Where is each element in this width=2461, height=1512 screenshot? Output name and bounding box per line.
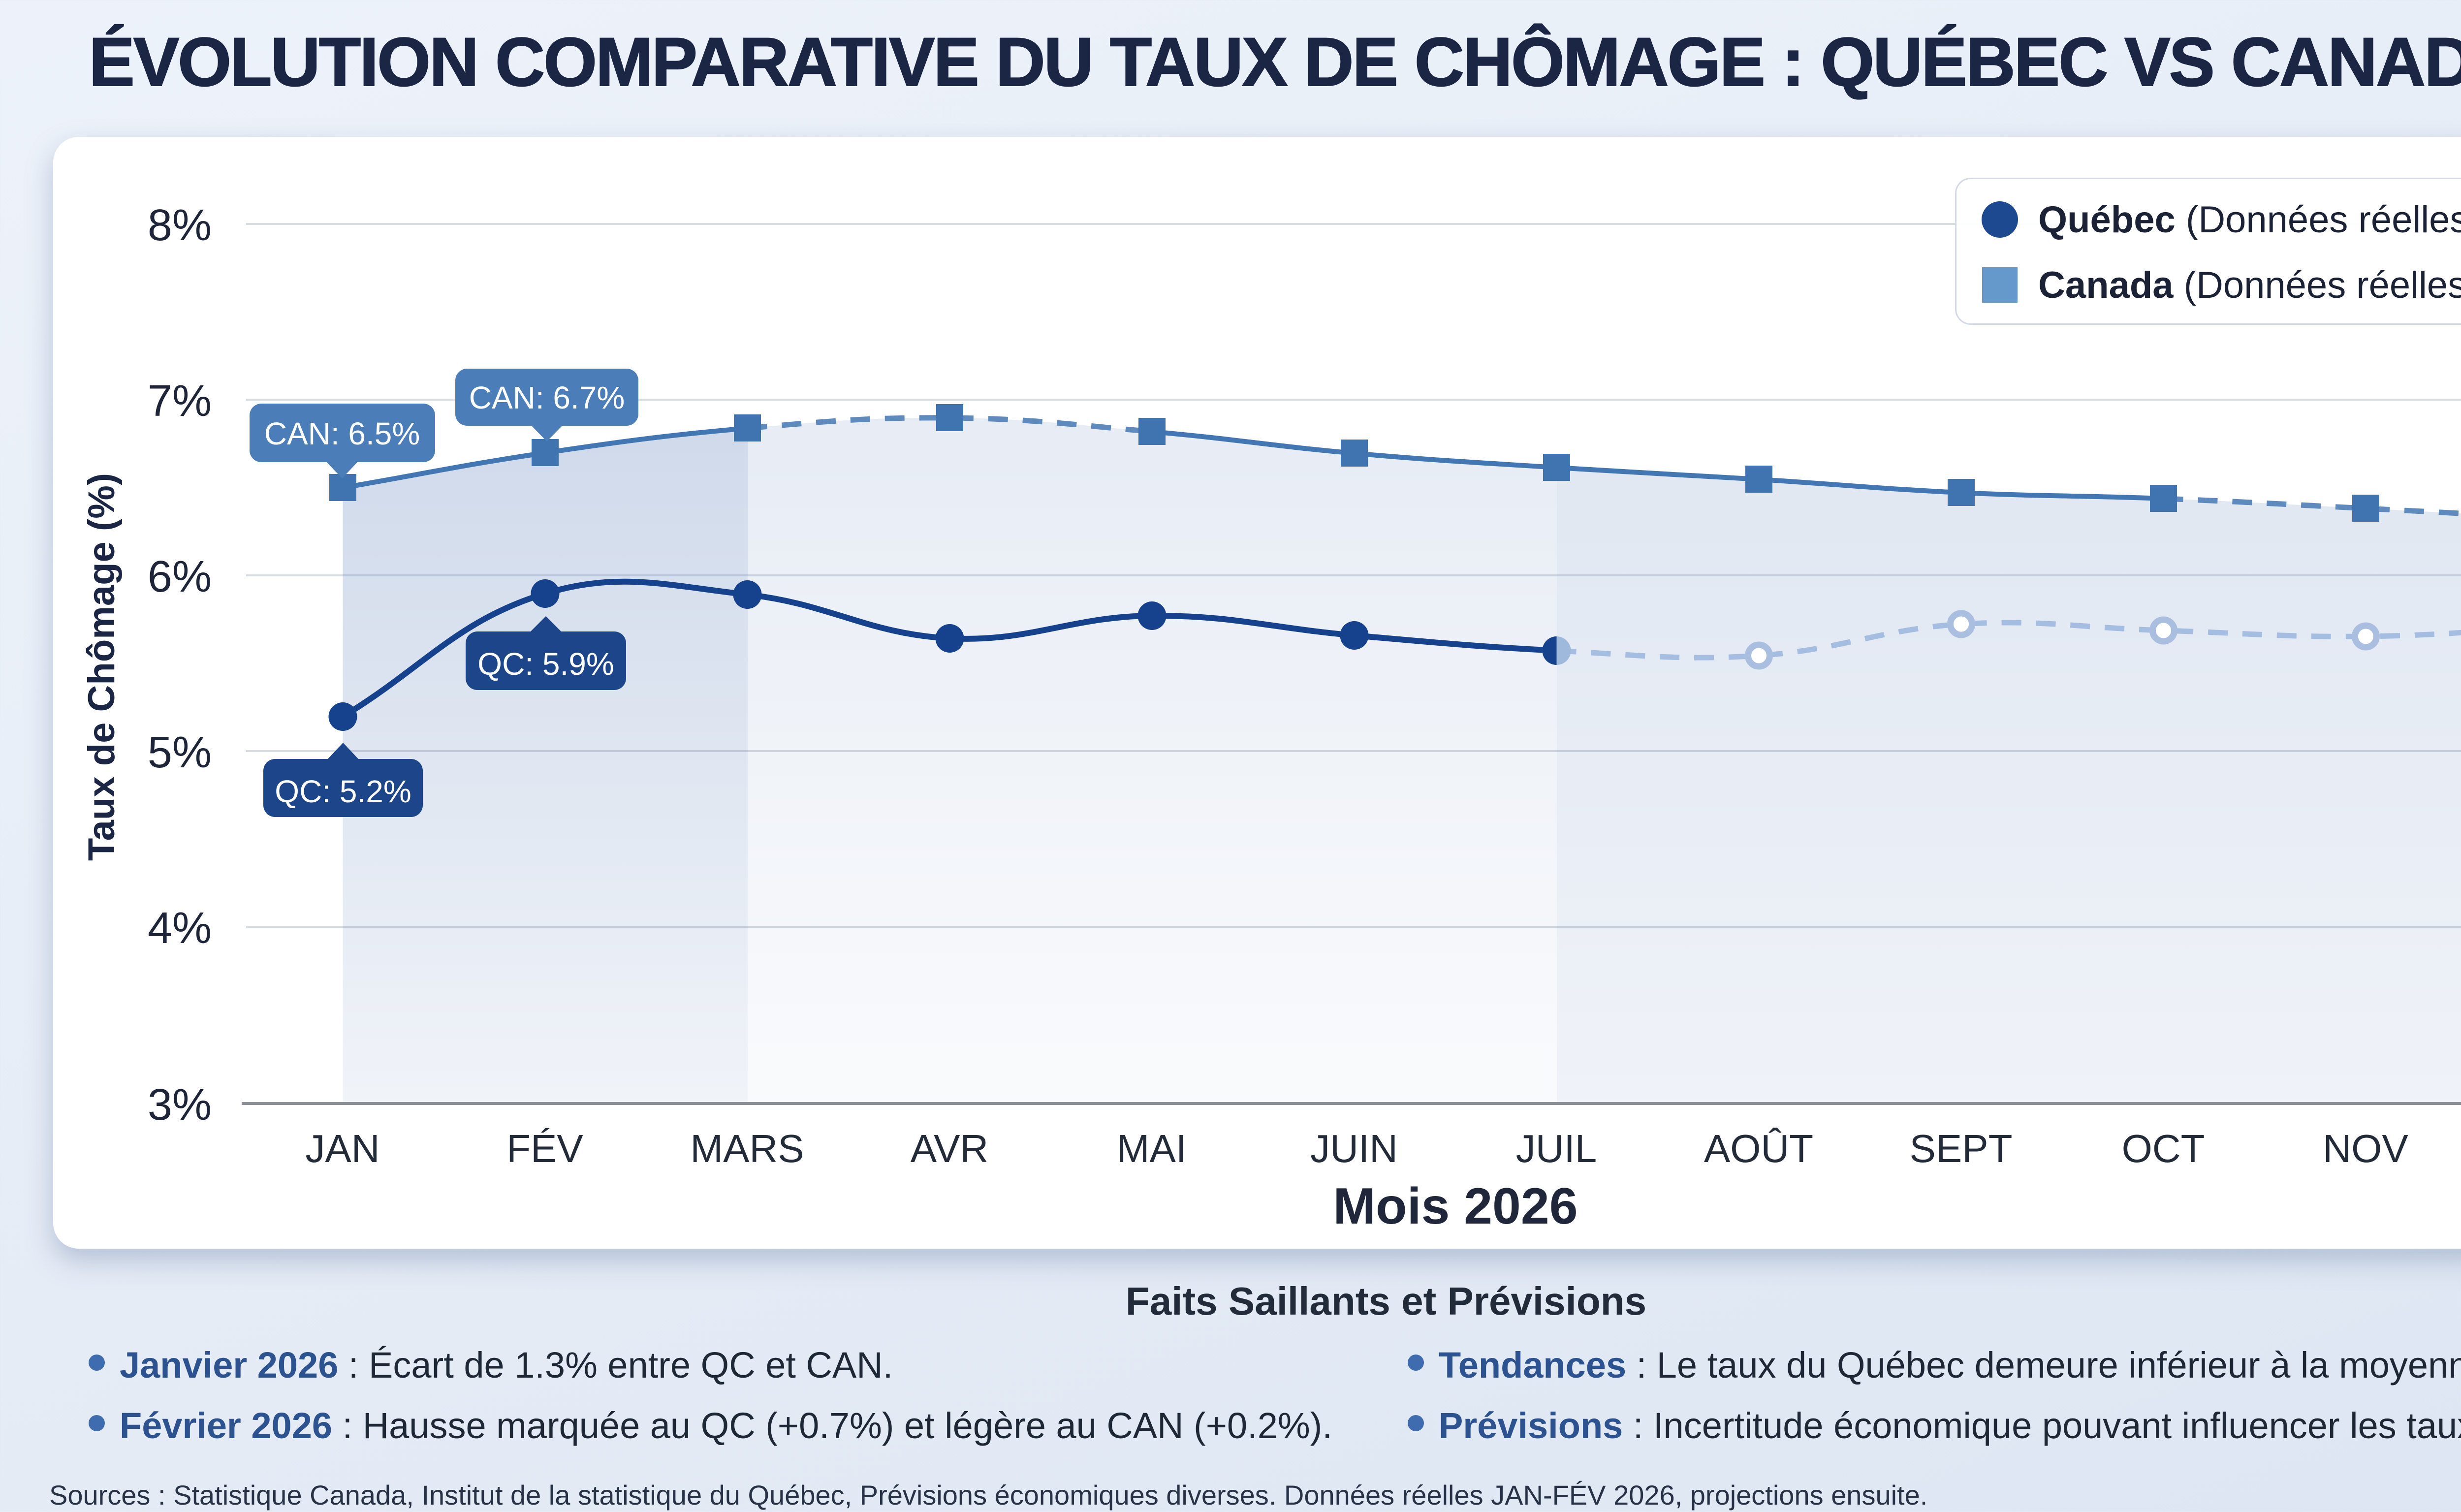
svg-text:OCT: OCT (2122, 1127, 2205, 1170)
svg-text:6%: 6% (148, 552, 212, 601)
svg-text:4%: 4% (148, 904, 212, 953)
svg-text:JUIN: JUIN (1310, 1127, 1398, 1170)
svg-text:JUIL: JUIL (1516, 1127, 1597, 1170)
svg-text:CAN: 6.5%: CAN: 6.5% (264, 416, 420, 451)
svg-text:QC: 5.9%: QC: 5.9% (477, 646, 614, 682)
svg-text:5%: 5% (148, 728, 212, 777)
svg-text:7%: 7% (148, 377, 212, 426)
svg-text:MAI: MAI (1117, 1127, 1187, 1170)
svg-text:QC: 5.2%: QC: 5.2% (275, 774, 411, 809)
svg-text:FÉV: FÉV (506, 1127, 583, 1170)
svg-text:CAN: 6.7%: CAN: 6.7% (469, 380, 625, 415)
svg-text:NOV: NOV (2323, 1127, 2408, 1170)
svg-text:8%: 8% (148, 201, 212, 250)
svg-text:MARS: MARS (690, 1127, 804, 1170)
svg-text:AVR: AVR (911, 1127, 989, 1170)
svg-text:Taux de Chômage (%): Taux de Chômage (%) (81, 473, 123, 861)
svg-text:3%: 3% (148, 1080, 212, 1130)
svg-text:Mois 2026: Mois 2026 (1333, 1178, 1578, 1235)
svg-text:SEPT: SEPT (1910, 1127, 2013, 1170)
svg-text:AOÛT: AOÛT (1704, 1127, 1813, 1170)
svg-text:JAN: JAN (305, 1127, 379, 1170)
